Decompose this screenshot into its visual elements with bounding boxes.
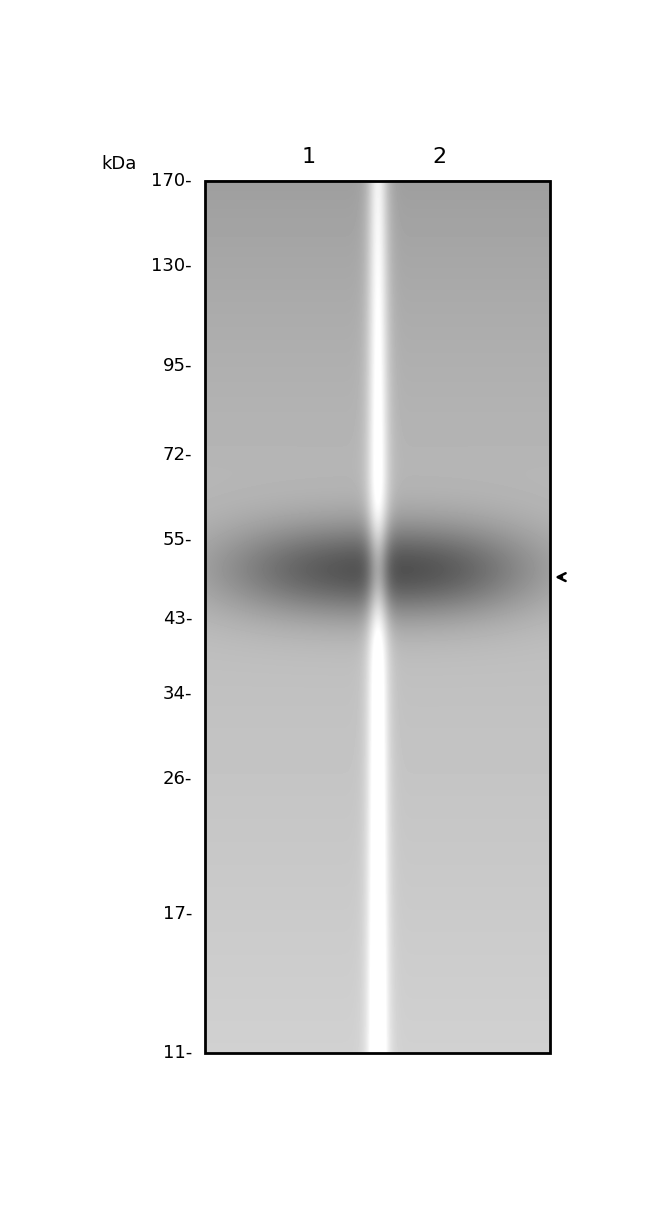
Text: 55-: 55- [162, 532, 192, 549]
Text: 11-: 11- [162, 1044, 192, 1062]
Text: 26-: 26- [162, 769, 192, 788]
Text: 95-: 95- [162, 357, 192, 375]
Text: 170-: 170- [151, 172, 192, 190]
Bar [205, 181, 550, 1053]
Text: 34-: 34- [162, 684, 192, 703]
Text: 1: 1 [301, 146, 315, 166]
Text: 72-: 72- [162, 446, 192, 464]
Text: kDa: kDa [101, 155, 136, 174]
Text: 43-: 43- [162, 609, 192, 628]
Text: 130-: 130- [151, 257, 192, 276]
Text: 2: 2 [432, 146, 447, 166]
Text: 17-: 17- [162, 905, 192, 923]
